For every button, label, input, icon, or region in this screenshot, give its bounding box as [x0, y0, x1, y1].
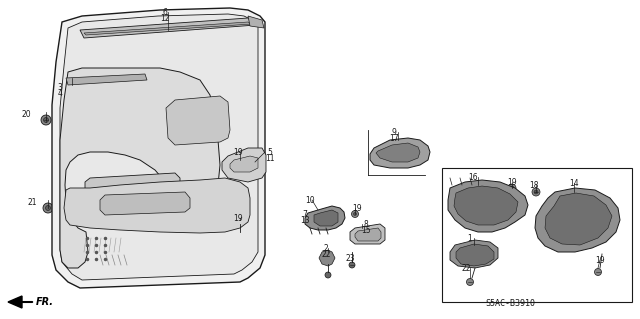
- Circle shape: [562, 207, 568, 213]
- Circle shape: [239, 219, 241, 221]
- Polygon shape: [535, 188, 620, 252]
- Polygon shape: [456, 244, 494, 266]
- Circle shape: [325, 272, 331, 278]
- Polygon shape: [448, 180, 528, 232]
- Circle shape: [45, 205, 51, 211]
- Circle shape: [394, 147, 399, 152]
- Text: 4: 4: [58, 89, 63, 98]
- Circle shape: [510, 186, 514, 190]
- Text: 14: 14: [569, 179, 579, 188]
- Polygon shape: [97, 101, 173, 169]
- Text: 19: 19: [233, 214, 243, 223]
- Polygon shape: [66, 74, 147, 85]
- Text: 16: 16: [468, 173, 478, 182]
- Polygon shape: [545, 193, 612, 245]
- Circle shape: [589, 205, 595, 211]
- Text: 7: 7: [303, 210, 307, 219]
- Polygon shape: [166, 96, 230, 145]
- Text: FR.: FR.: [36, 297, 54, 307]
- Text: 11: 11: [265, 154, 275, 163]
- Polygon shape: [450, 240, 498, 268]
- Text: 17: 17: [389, 134, 399, 143]
- FancyBboxPatch shape: [86, 80, 108, 98]
- Polygon shape: [355, 228, 381, 241]
- Polygon shape: [230, 156, 258, 172]
- Text: 1: 1: [468, 234, 472, 243]
- Text: 19: 19: [507, 178, 517, 187]
- Polygon shape: [80, 76, 145, 104]
- Circle shape: [238, 158, 242, 162]
- Polygon shape: [100, 192, 190, 215]
- Polygon shape: [314, 210, 338, 226]
- Polygon shape: [8, 296, 22, 308]
- Text: S5AC-B3910: S5AC-B3910: [485, 299, 535, 308]
- Text: 15: 15: [361, 226, 371, 235]
- Polygon shape: [454, 186, 518, 225]
- Text: 12: 12: [160, 14, 170, 23]
- Bar: [178, 105, 186, 135]
- Circle shape: [351, 211, 358, 218]
- Circle shape: [353, 212, 356, 216]
- Polygon shape: [60, 14, 258, 280]
- Circle shape: [508, 184, 516, 192]
- Text: 8: 8: [364, 220, 369, 229]
- Circle shape: [534, 190, 538, 194]
- Bar: [211, 105, 219, 135]
- Circle shape: [141, 85, 147, 91]
- Polygon shape: [305, 206, 345, 230]
- Text: 19: 19: [352, 204, 362, 213]
- Polygon shape: [80, 87, 190, 183]
- Circle shape: [44, 117, 49, 122]
- Circle shape: [467, 278, 474, 286]
- Text: 18: 18: [529, 181, 539, 190]
- Circle shape: [575, 203, 581, 209]
- Text: 20: 20: [21, 110, 31, 119]
- Polygon shape: [64, 178, 250, 233]
- Circle shape: [43, 203, 53, 213]
- Circle shape: [532, 188, 540, 196]
- Polygon shape: [222, 148, 266, 182]
- Text: 22: 22: [321, 250, 331, 259]
- Polygon shape: [350, 224, 385, 244]
- Text: 10: 10: [305, 196, 315, 205]
- Circle shape: [236, 156, 244, 164]
- Polygon shape: [319, 250, 335, 266]
- Circle shape: [41, 115, 51, 125]
- Bar: [189, 105, 197, 135]
- Bar: [200, 105, 208, 135]
- Circle shape: [237, 217, 243, 224]
- Text: 21: 21: [28, 198, 36, 207]
- Polygon shape: [52, 8, 265, 288]
- Text: 6: 6: [163, 8, 168, 17]
- Circle shape: [380, 152, 385, 158]
- Polygon shape: [80, 18, 256, 38]
- Text: 5: 5: [268, 148, 273, 157]
- Polygon shape: [248, 16, 264, 28]
- Polygon shape: [376, 143, 420, 162]
- Polygon shape: [60, 68, 220, 268]
- FancyBboxPatch shape: [111, 80, 131, 98]
- Text: 3: 3: [58, 83, 63, 92]
- Text: 23: 23: [345, 254, 355, 263]
- Polygon shape: [370, 138, 430, 168]
- Polygon shape: [84, 22, 252, 35]
- Text: 9: 9: [392, 128, 396, 137]
- Text: 22: 22: [461, 264, 471, 273]
- Text: 13: 13: [300, 216, 310, 225]
- Text: 19: 19: [233, 148, 243, 157]
- Circle shape: [349, 262, 355, 268]
- Text: 19: 19: [595, 256, 605, 265]
- Polygon shape: [85, 173, 180, 196]
- Text: 2: 2: [324, 244, 328, 253]
- Bar: [442, 168, 632, 302]
- Circle shape: [410, 145, 415, 151]
- Circle shape: [595, 269, 602, 276]
- Circle shape: [138, 82, 150, 94]
